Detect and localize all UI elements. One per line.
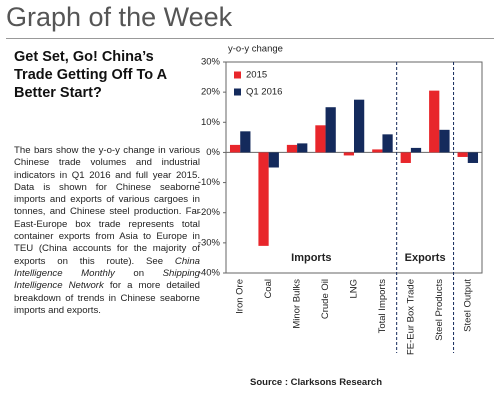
bar <box>268 152 279 168</box>
x-tick-label: Iron Ore <box>235 279 246 314</box>
bar <box>240 131 251 153</box>
x-tick-label: FE-Eur Box Trade <box>405 279 416 355</box>
bar <box>457 152 468 157</box>
bar <box>467 152 479 163</box>
bar <box>258 152 269 246</box>
rule <box>6 38 494 39</box>
bar <box>354 99 365 153</box>
bar <box>439 129 450 153</box>
legend-swatch <box>234 71 241 79</box>
bar <box>286 144 298 153</box>
y-tick-label: -20% <box>198 207 221 218</box>
body-text: The bars show the y-o-y change in variou… <box>14 145 200 267</box>
bar <box>325 107 336 153</box>
y-tick-label: -30% <box>198 237 221 248</box>
plot-frame <box>225 61 483 274</box>
bar <box>229 144 241 153</box>
group-label: Exports <box>405 252 446 264</box>
y-tick-label: 20% <box>201 87 221 98</box>
article-heading: Get Set, Go! China’s Trade Getting Off T… <box>14 49 167 101</box>
source: Source : Clarksons Research <box>250 377 383 388</box>
body-text: on <box>114 267 163 279</box>
bar <box>297 143 308 153</box>
x-tick-label: Steel Output <box>462 279 473 332</box>
article-body: The bars show the y-o-y change in variou… <box>14 145 200 317</box>
body-italic: Shipping Intelligence Network <box>14 267 200 292</box>
y-axis-label: y-o-y change <box>228 44 283 55</box>
x-tick-label: Minor Bulks <box>292 279 303 329</box>
x-tick-label: Coal <box>263 279 274 299</box>
bar <box>372 149 383 153</box>
bar <box>315 125 326 153</box>
body-text: for a more detailed breakdown of trends … <box>14 280 200 316</box>
bar <box>410 147 422 153</box>
bar <box>382 134 393 153</box>
legend-label: Q1 2016 <box>246 87 282 98</box>
bar <box>429 90 440 153</box>
legend-swatch <box>234 88 241 96</box>
bar <box>343 152 354 156</box>
page-title: Graph of the Week <box>6 2 233 32</box>
body-italic: China Intelligence Monthly <box>14 255 200 279</box>
x-tick-label: Crude Oil <box>320 279 331 319</box>
group-label: Imports <box>291 252 331 264</box>
y-tick-label: 30% <box>201 57 221 68</box>
x-tick-label: LNG <box>349 279 360 299</box>
x-tick-label: Steel Products <box>434 279 445 341</box>
y-tick-label: 10% <box>201 117 221 128</box>
y-tick-label: -40% <box>198 268 221 279</box>
legend-label: 2015 <box>246 70 267 81</box>
bar <box>400 152 411 163</box>
y-tick-label: 0% <box>206 147 220 158</box>
y-tick-label: -10% <box>198 177 221 188</box>
x-tick-label: Total Imports <box>377 279 388 334</box>
